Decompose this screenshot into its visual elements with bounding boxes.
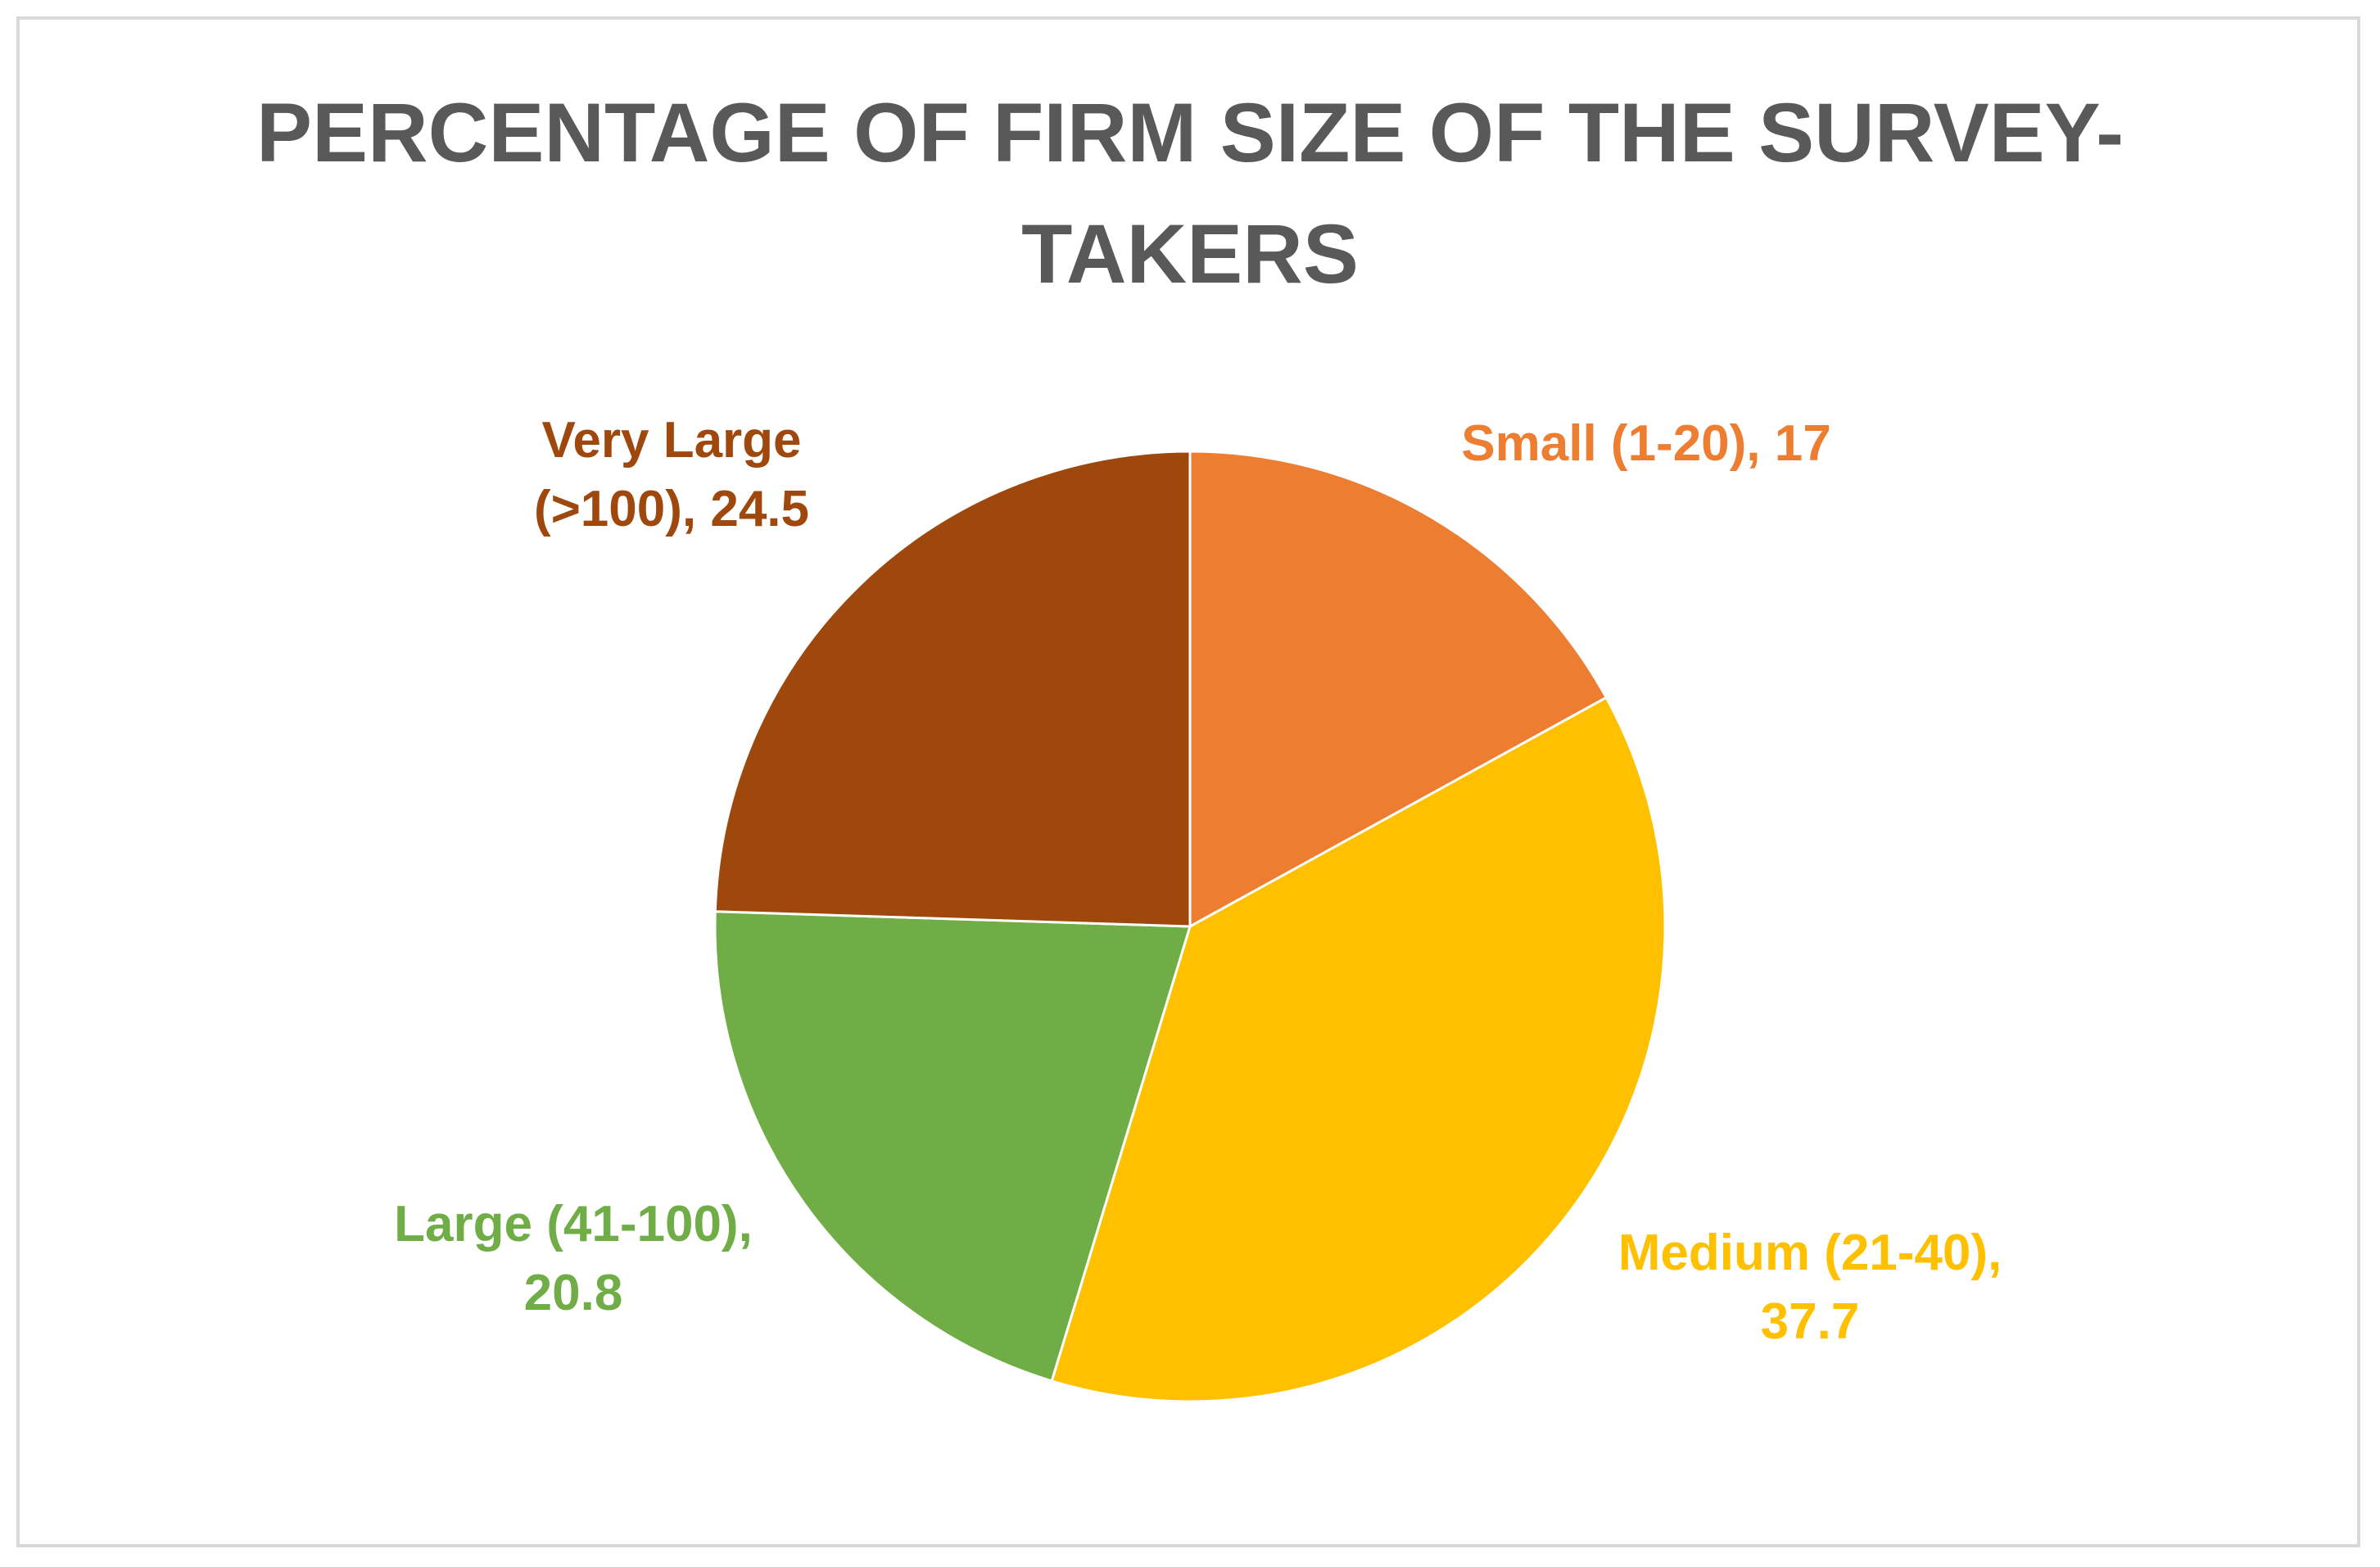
pie-slices: [713, 450, 1667, 1403]
data-label-line: Very Large: [541, 412, 801, 469]
data-labels: Small (1-20), 17 Medium (21-40), 37.7 Large…: [394, 412, 2002, 1350]
data-label-line: 20.8: [524, 1265, 623, 1321]
pie-slice-small-1-20: [1188, 450, 1609, 929]
data-label-2: Medium (21-40), 37.7: [1618, 1225, 2002, 1350]
data-label-line: Small (1-20), 17: [1461, 415, 1830, 472]
pie-slice-very-large-100: [713, 450, 1192, 928]
chart-title: PERCENTAGE OF FIRM SIZE OF THE SURVEY- T…: [0, 72, 2380, 315]
pie-slice-medium-21-40: [1050, 695, 1667, 1403]
data-label-line: Medium (21-40),: [1618, 1225, 2002, 1281]
data-label-line: Large (41-100),: [394, 1196, 753, 1252]
data-label-1: Small (1-20), 17: [1461, 415, 1830, 472]
data-label-line: (>100), 24.5: [534, 481, 809, 537]
chart-title-line-2: TAKERS: [1021, 207, 1359, 301]
data-label-3: Large (41-100), 20.8: [394, 1196, 753, 1321]
chart-title-line-1: PERCENTAGE OF FIRM SIZE OF THE SURVEY-: [256, 86, 2124, 179]
pie-slice-large-41-100: [713, 910, 1192, 1383]
data-label-line: 37.7: [1761, 1293, 1860, 1350]
data-label-4: Very Large (>100), 24.5: [534, 412, 809, 537]
